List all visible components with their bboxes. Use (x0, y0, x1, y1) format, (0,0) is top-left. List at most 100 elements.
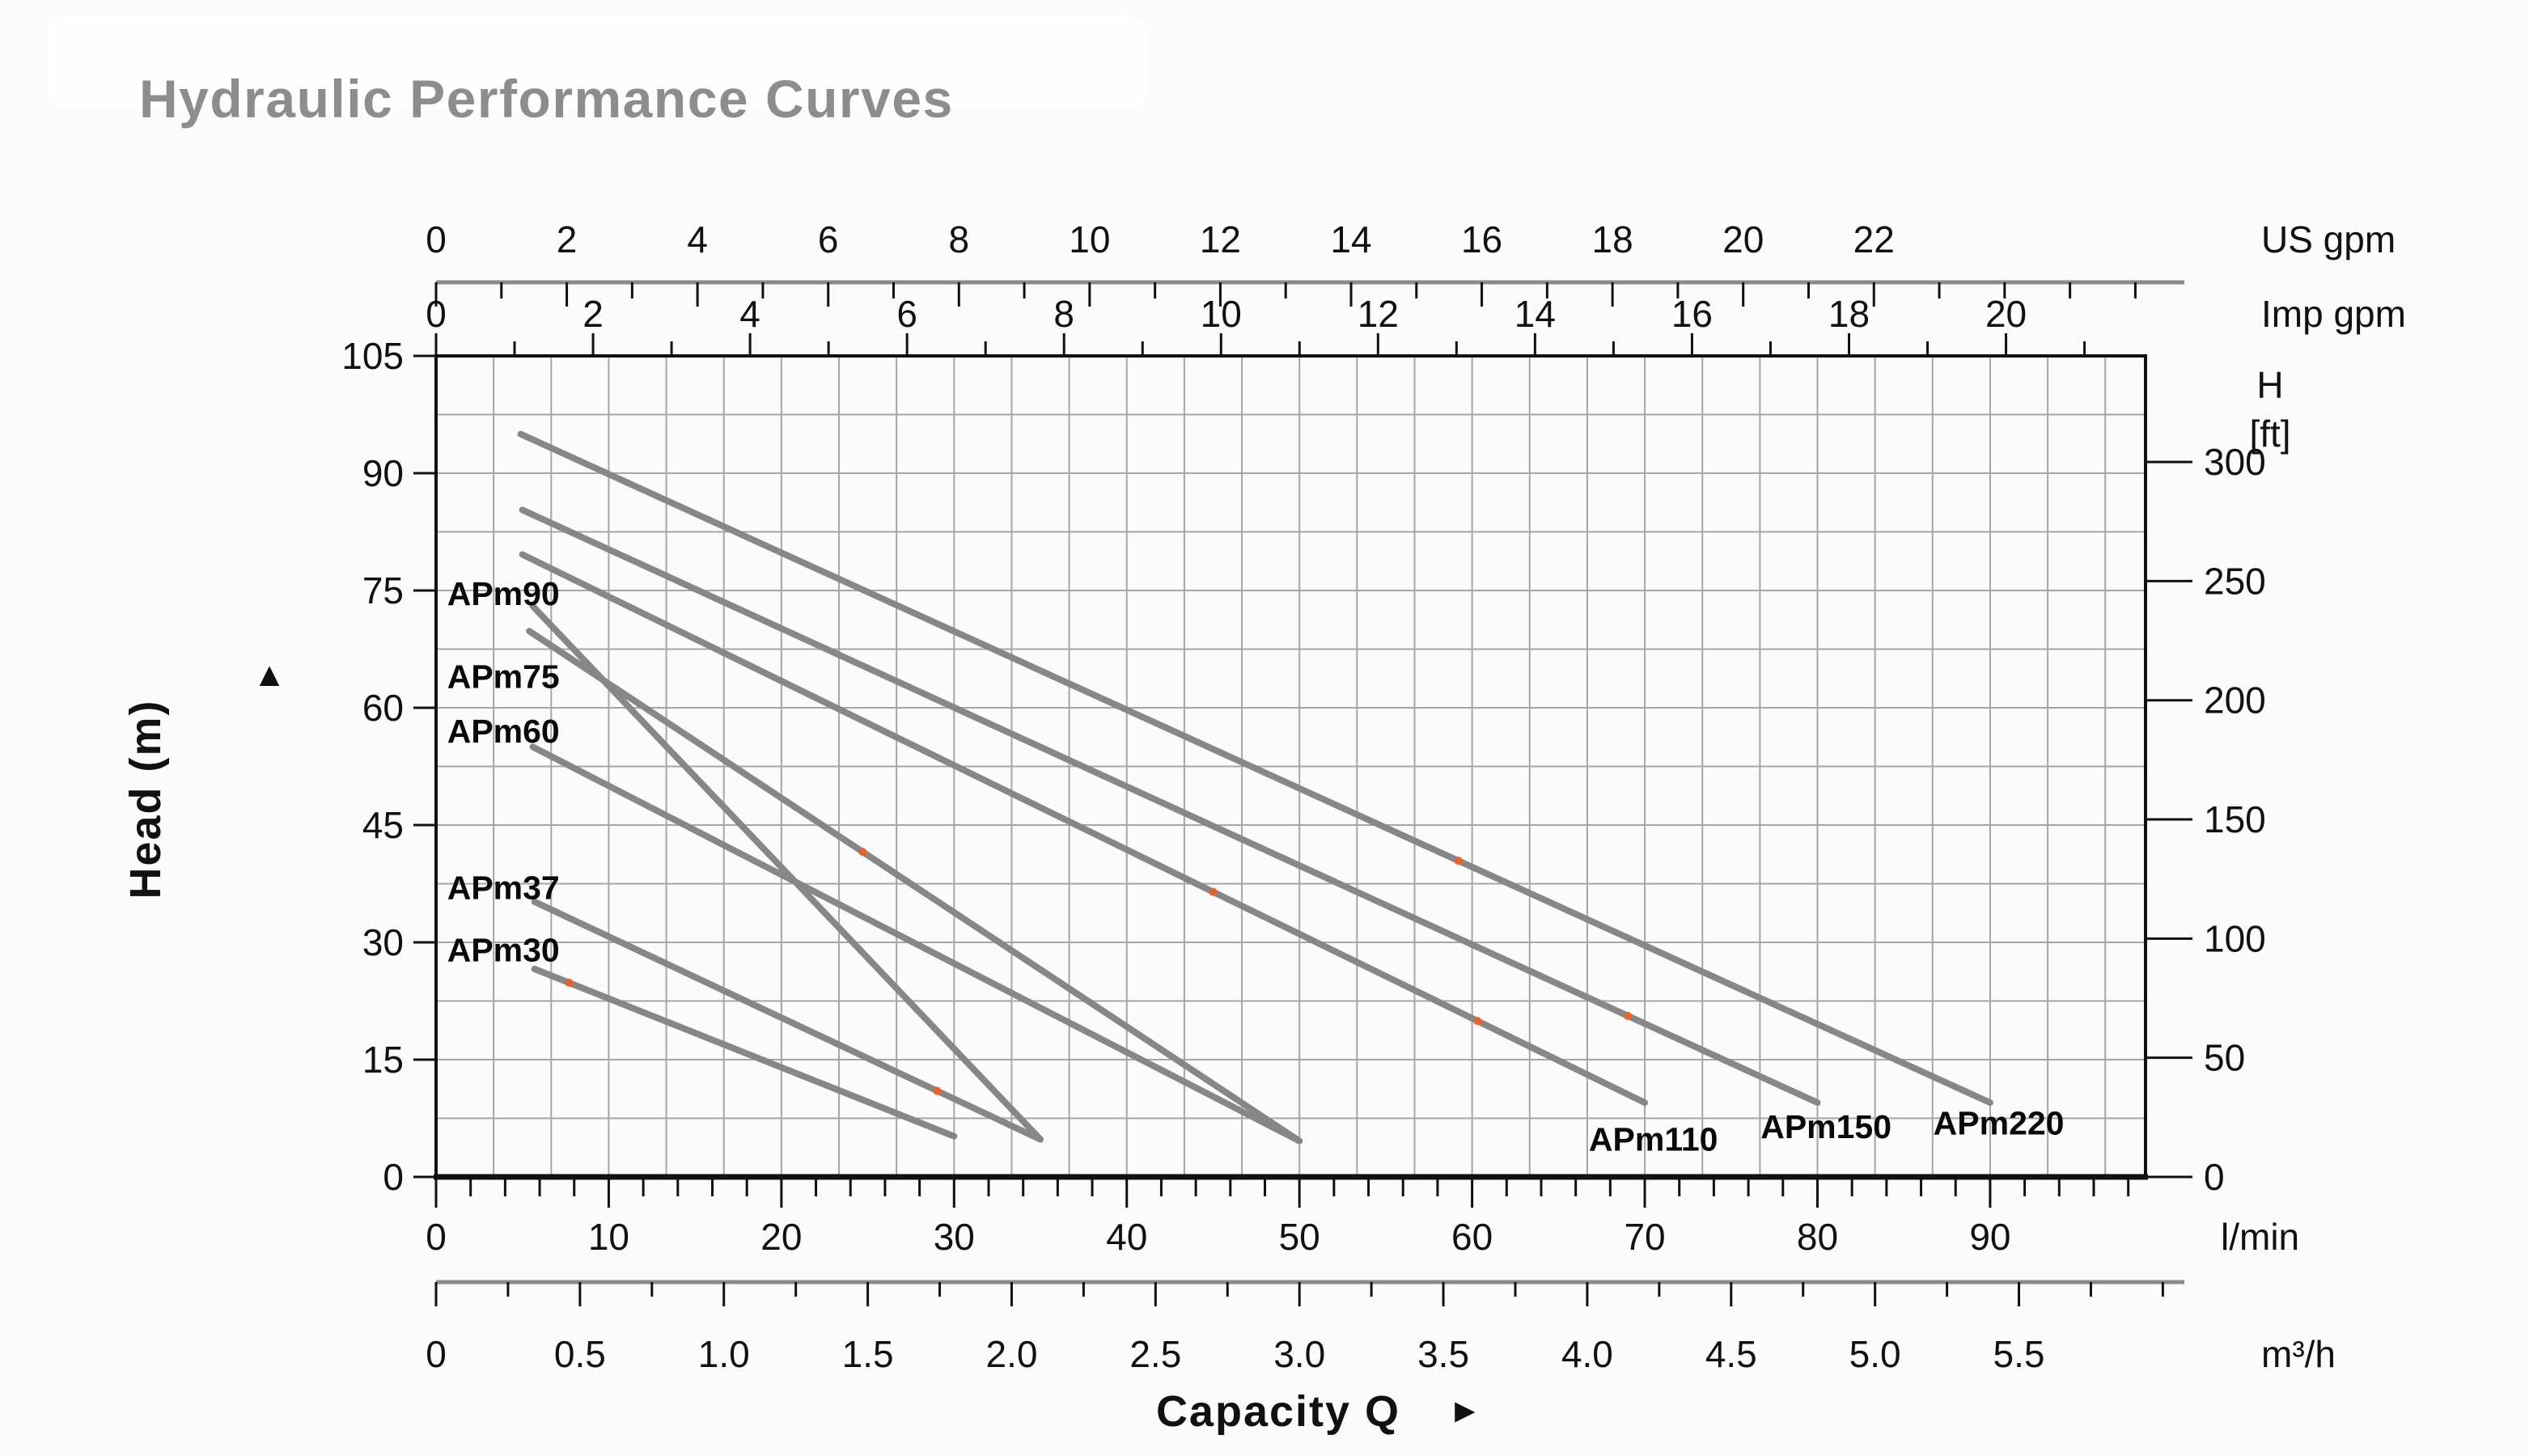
curve-APm90 (529, 603, 1044, 1143)
h-ft-tick-label-250: 250 (2204, 560, 2266, 602)
curve-APm75 (526, 628, 1303, 1145)
imp-gpm-tick-label-18: 18 (1828, 293, 1870, 335)
m3h-tick-label-0.5: 0.5 (554, 1333, 606, 1375)
us-gpm-tick-label-22: 22 (1853, 218, 1895, 260)
m3h-tick-label-4.5: 4.5 (1705, 1333, 1757, 1375)
curve-labels-layer: APm30 APm37 APm60 APm75 APm90 APm110 APm150 APm… (447, 575, 2065, 1158)
head-m-tick-label-60: 60 (362, 687, 404, 729)
curve-label-APm30: APm30 (447, 932, 560, 969)
imp-gpm-tick-label-14: 14 (1514, 293, 1556, 335)
head-m-tick-label-0: 0 (383, 1156, 404, 1198)
x-axis-arrow-icon: ► (1448, 1391, 1482, 1429)
imp-gpm-tick-label-2: 2 (582, 293, 604, 335)
curve-label-APm60: APm60 (447, 713, 560, 750)
duty-point-marker-APm30-0 (565, 978, 574, 987)
curves-layer (517, 430, 1993, 1145)
imp-gpm-tick-label-6: 6 (896, 293, 917, 335)
us-gpm-tick-label-8: 8 (948, 218, 969, 260)
duty-point-marker-APm75-2 (858, 848, 867, 857)
h-ft-tick-label-150: 150 (2204, 798, 2266, 840)
curve-APm110 (519, 551, 1649, 1107)
m3h-tick-label-0: 0 (426, 1333, 447, 1375)
lpm-axis-unit: l/min (2221, 1216, 2299, 1258)
curve-label-APm220: APm220 (1934, 1104, 2065, 1141)
imp-gpm-tick-label-8: 8 (1053, 293, 1074, 335)
us-gpm-tick-label-6: 6 (818, 218, 839, 260)
lpm-tick-label-60: 60 (1451, 1216, 1493, 1258)
curve-label-APm90: APm90 (447, 575, 560, 612)
h-ft-tick-label-100: 100 (2204, 917, 2266, 959)
axes-layer: 0 2 4 6 8 10 12 14 16 18 20 220 2 4 6 8 10 12 14 16 18 200153… (341, 218, 2266, 1375)
curve-APm60 (529, 743, 1303, 1145)
curve-label-APm37: APm37 (447, 869, 560, 906)
us-gpm-tick-label-0: 0 (426, 218, 447, 260)
head-m-tick-label-105: 105 (341, 335, 404, 377)
imp-gpm-tick-label-4: 4 (739, 293, 760, 335)
us-gpm-tick-label-18: 18 (1592, 218, 1633, 260)
us-gpm-axis-unit: US gpm (2261, 218, 2396, 260)
lpm-tick-label-80: 80 (1797, 1216, 1838, 1258)
h-ft-tick-label-300: 300 (2204, 441, 2266, 483)
us-gpm-tick-label-12: 12 (1200, 218, 1241, 260)
curve-label-APm150: APm150 (1760, 1108, 1891, 1145)
curve-label-APm110: APm110 (1589, 1121, 1718, 1158)
us-gpm-tick-label-16: 16 (1461, 218, 1502, 260)
us-gpm-tick-label-10: 10 (1069, 218, 1110, 260)
curve-APm150 (519, 506, 1821, 1107)
curve-APm37 (531, 898, 1044, 1143)
m3h-tick-label-3.5: 3.5 (1417, 1333, 1469, 1375)
imp-gpm-tick-label-12: 12 (1358, 293, 1399, 335)
right-axis-unit: [ft] (2249, 413, 2290, 455)
imp-gpm-tick-label-10: 10 (1201, 293, 1242, 335)
head-m-tick-label-45: 45 (362, 804, 404, 846)
m3h-tick-label-3: 3.0 (1273, 1333, 1325, 1375)
curve-label-APm75: APm75 (447, 658, 560, 695)
markers-layer (565, 848, 1632, 1095)
us-gpm-tick-label-2: 2 (557, 218, 578, 260)
head-m-tick-label-90: 90 (362, 452, 404, 494)
us-gpm-tick-label-4: 4 (687, 218, 708, 260)
m3h-tick-label-5.5: 5.5 (1993, 1333, 2045, 1375)
grid-layer (436, 356, 2146, 1177)
duty-point-marker-APm110-4 (1473, 1017, 1482, 1026)
m3h-tick-label-2.5: 2.5 (1129, 1333, 1181, 1375)
lpm-tick-label-20: 20 (760, 1216, 802, 1258)
lpm-tick-label-0: 0 (426, 1216, 447, 1258)
m3h-tick-label-1: 1.0 (698, 1333, 750, 1375)
duty-point-marker-APm110-3 (1209, 887, 1218, 896)
lpm-tick-label-30: 30 (934, 1216, 975, 1258)
h-ft-tick-label-50: 50 (2204, 1037, 2245, 1079)
us-gpm-tick-label-20: 20 (1722, 218, 1764, 260)
h-ft-tick-label-0: 0 (2204, 1156, 2225, 1198)
us-gpm-tick-label-14: 14 (1330, 218, 1371, 260)
imp-gpm-tick-label-20: 20 (1985, 293, 2027, 335)
m3h-axis-unit: m³/h (2261, 1333, 2336, 1375)
lpm-tick-label-40: 40 (1106, 1216, 1147, 1258)
h-ft-tick-label-200: 200 (2204, 679, 2266, 722)
m3h-tick-label-5: 5.0 (1849, 1333, 1901, 1375)
page-title: Hydraulic Performance Curves (139, 69, 954, 129)
duty-point-marker-APm150-5 (1623, 1011, 1632, 1020)
y-axis-title: Head (m) (121, 699, 170, 899)
head-m-tick-label-30: 30 (362, 921, 404, 963)
imp-gpm-tick-label-0: 0 (426, 293, 447, 335)
head-m-tick-label-75: 75 (362, 569, 404, 612)
lpm-tick-label-50: 50 (1279, 1216, 1320, 1258)
y-axis-arrow-icon: ▲ (252, 655, 286, 693)
duty-point-marker-APm220-6 (1454, 857, 1463, 866)
title-backdrop (47, 15, 1147, 110)
head-m-tick-label-15: 15 (362, 1039, 404, 1081)
curve-APm30 (531, 965, 958, 1140)
duty-point-marker-APm37-1 (932, 1086, 941, 1095)
lpm-tick-label-70: 70 (1624, 1216, 1665, 1258)
m3h-tick-label-4: 4.0 (1561, 1333, 1613, 1375)
m3h-tick-label-2: 2.0 (985, 1333, 1037, 1375)
m3h-tick-label-1.5: 1.5 (842, 1333, 894, 1375)
lpm-tick-label-90: 90 (1969, 1216, 2010, 1258)
right-axis-label: H (2256, 364, 2283, 406)
imp-gpm-axis-unit: Imp gpm (2261, 293, 2406, 335)
curve-APm220 (517, 430, 1993, 1107)
lpm-tick-label-10: 10 (588, 1216, 629, 1258)
x-axis-title: Capacity Q (1156, 1387, 1400, 1436)
